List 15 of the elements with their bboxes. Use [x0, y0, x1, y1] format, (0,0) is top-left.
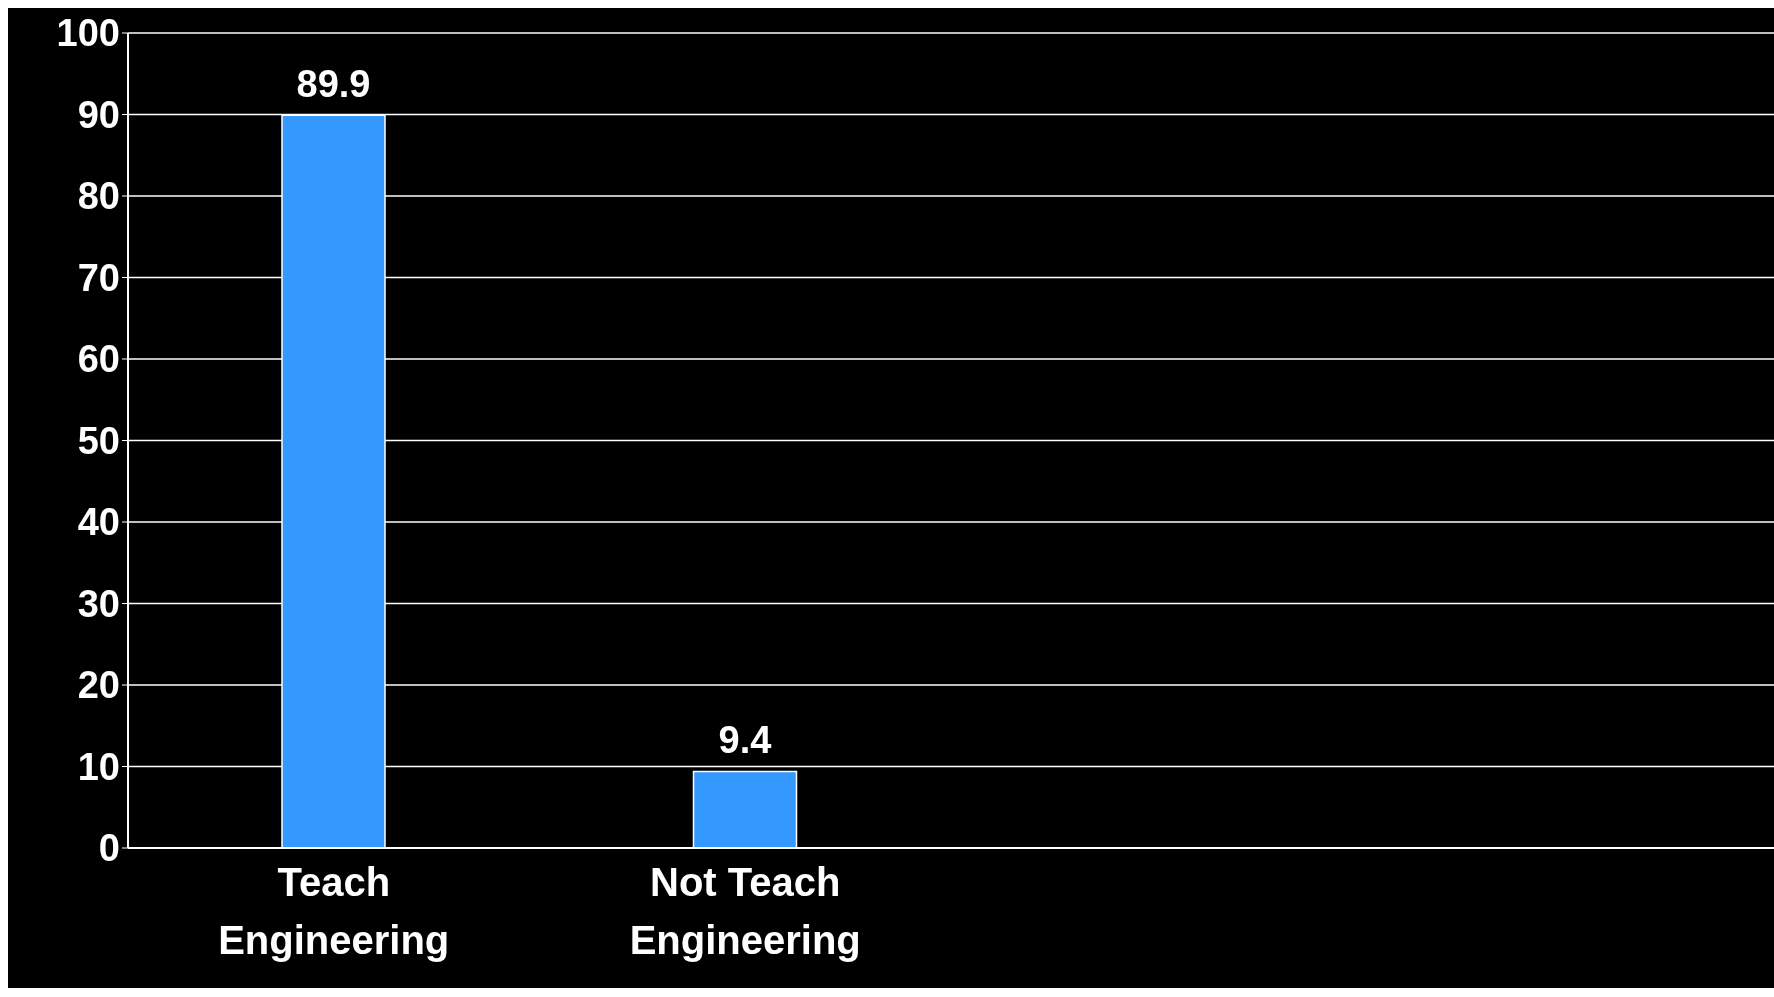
y-tick-label: 80	[77, 175, 120, 218]
x-tick-label: Not Teach Engineering	[629, 860, 861, 962]
x-tick-label: Teach Engineering	[218, 860, 450, 962]
y-tick-label: 70	[77, 256, 120, 299]
y-tick-label: 50	[77, 419, 120, 462]
data-label: 9.4	[718, 719, 772, 762]
y-tick-label: 100	[56, 12, 120, 55]
y-tick-label: 40	[77, 501, 120, 544]
y-tick-label: 0	[98, 827, 120, 870]
y-tick-label: 10	[77, 745, 120, 788]
y-tick-label: 20	[77, 664, 120, 707]
y-tick-label: 90	[77, 93, 120, 136]
y-tick-label: 30	[77, 582, 120, 625]
data-label: 89.9	[296, 63, 371, 106]
y-tick-label: 60	[77, 338, 120, 381]
